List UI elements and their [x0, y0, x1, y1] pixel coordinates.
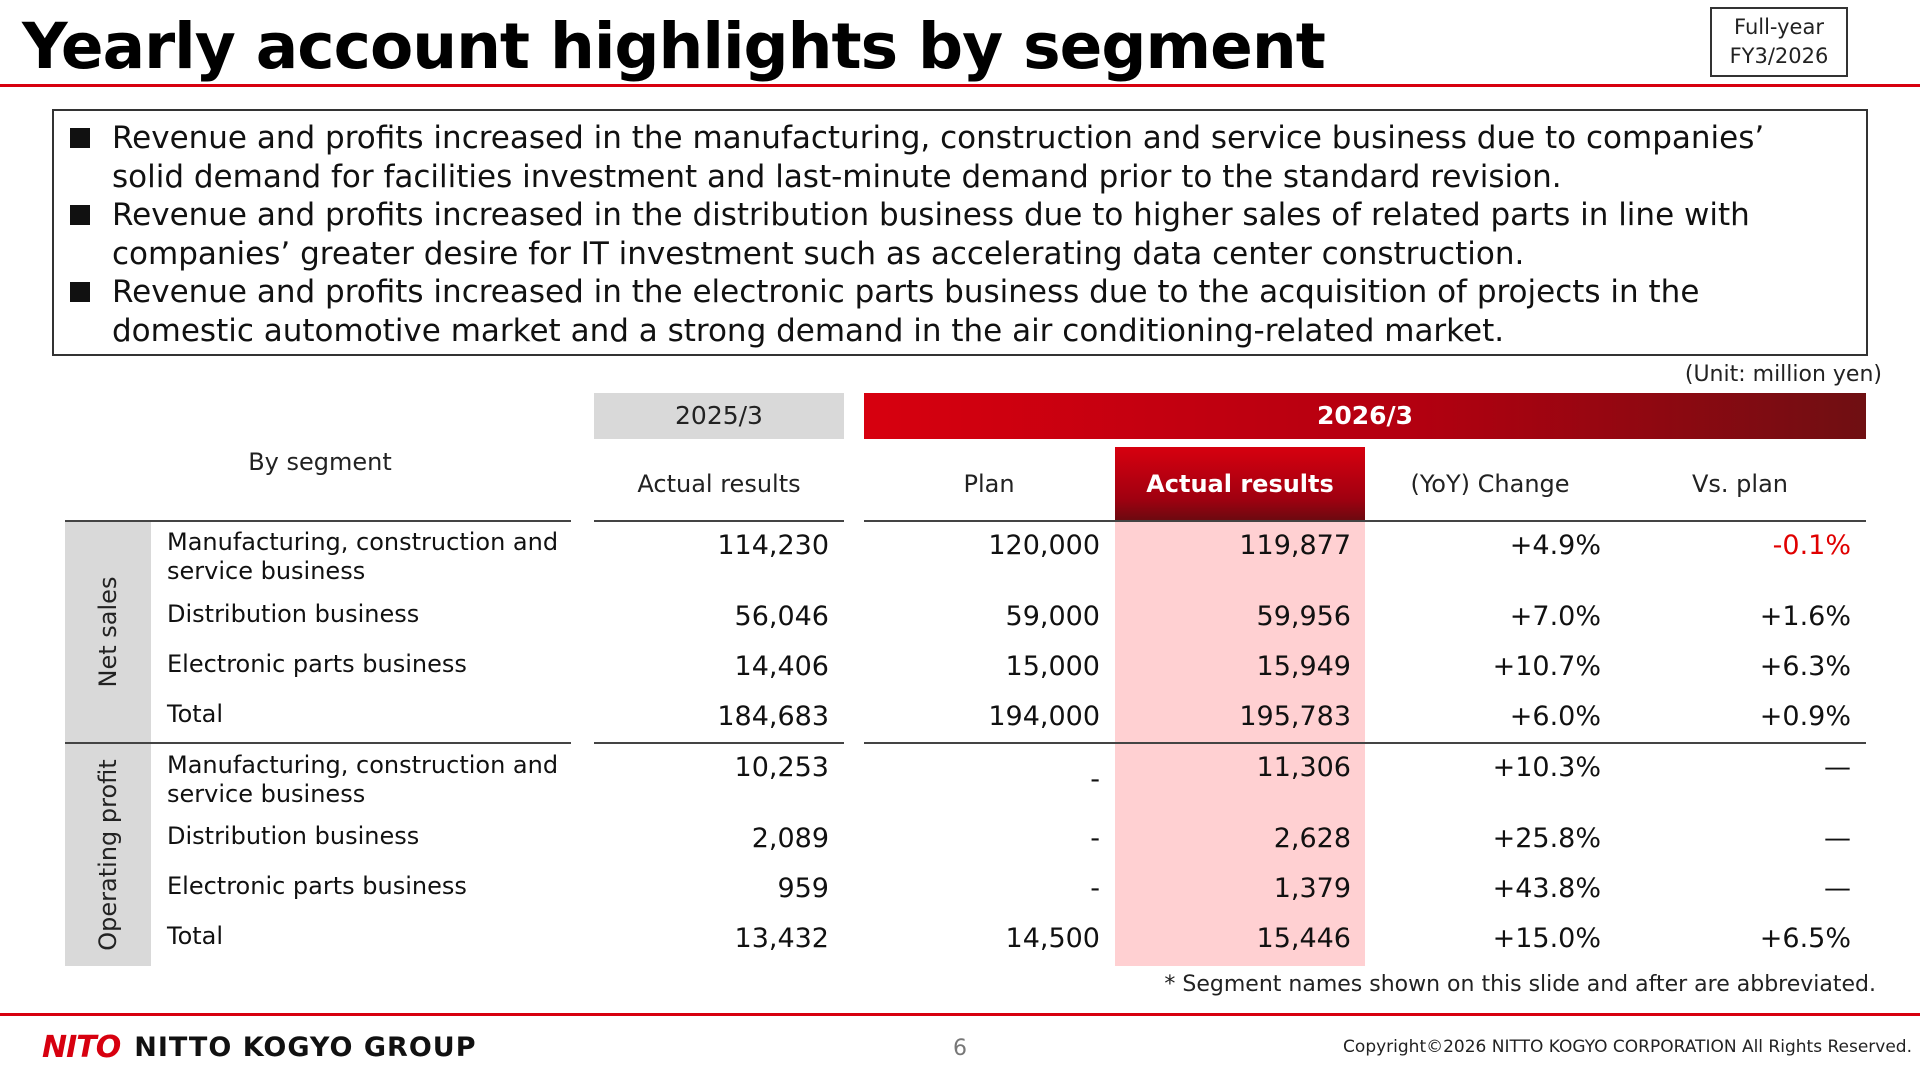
cell-prev-actual: 114,230 — [717, 530, 829, 561]
period-badge-line1: Full-year — [1734, 15, 1824, 39]
summary-bullet: Revenue and profits increased in the dis… — [70, 196, 1846, 273]
copyright: Copyright©2026 NITTO KOGYO CORPORATION A… — [1343, 1037, 1912, 1057]
cell-vs-plan: — — [1824, 873, 1851, 904]
logo-mark: NITO — [42, 1030, 121, 1065]
page-title: Yearly account highlights by segment — [22, 10, 1326, 83]
cell-vs-plan: — — [1824, 823, 1851, 854]
cell-plan: - — [1090, 823, 1100, 854]
year-header-curr: 2026/3 — [864, 393, 1866, 439]
cell-yoy: +25.8% — [1492, 823, 1601, 854]
table-divider — [65, 742, 571, 744]
cell-vs-plan: +6.3% — [1759, 651, 1851, 682]
col-header-prev-actual: Actual results — [637, 470, 801, 498]
cell-yoy: +6.0% — [1509, 701, 1601, 732]
col-header-yoy: (YoY) Change — [1410, 470, 1570, 498]
cell-yoy: +10.3% — [1492, 752, 1601, 783]
cell-prev-actual: 959 — [777, 873, 829, 904]
group-label-operating-profit: Operating profit — [65, 744, 151, 966]
unit-label: (Unit: million yen) — [1684, 362, 1882, 387]
summary-bullet: Revenue and profits increased in the man… — [70, 119, 1846, 196]
logo-text: NITTO KOGYO GROUP — [134, 1032, 477, 1063]
table-divider — [864, 742, 1866, 744]
row-label: Manufacturing, construction and service … — [167, 751, 559, 808]
cell-plan: 14,500 — [1005, 923, 1100, 954]
col-header-vs-plan: Vs. plan — [1692, 470, 1788, 498]
cell-prev-actual: 13,432 — [734, 923, 829, 954]
square-bullet-icon — [70, 205, 90, 225]
footer-divider — [0, 1013, 1920, 1016]
page-number: 6 — [953, 1036, 967, 1061]
table-divider — [65, 520, 571, 522]
cell-yoy: +43.8% — [1492, 873, 1601, 904]
summary-bullet: Revenue and profits increased in the ele… — [70, 273, 1846, 350]
cell-actual: 119,877 — [1239, 530, 1351, 561]
summary-bullet-text: Revenue and profits increased in the dis… — [112, 197, 1750, 272]
row-label: Manufacturing, construction and service … — [167, 528, 559, 585]
year-header-prev: 2025/3 — [594, 393, 844, 439]
cell-yoy: +15.0% — [1492, 923, 1601, 954]
cell-plan: 194,000 — [988, 701, 1100, 732]
row-label: Total — [167, 700, 224, 728]
table-divider — [864, 520, 1866, 522]
cell-plan: - — [1090, 764, 1100, 795]
row-label: Total — [167, 922, 224, 950]
cell-actual: 2,628 — [1273, 823, 1351, 854]
by-segment-header: By segment — [248, 448, 392, 476]
summary-bullet-text: Revenue and profits increased in the ele… — [112, 274, 1700, 349]
group-label-text: Net sales — [94, 576, 122, 688]
cell-yoy: +4.9% — [1509, 530, 1601, 561]
period-badge: Full-year FY3/2026 — [1710, 7, 1848, 77]
cell-yoy: +7.0% — [1509, 601, 1601, 632]
cell-actual: 195,783 — [1239, 701, 1351, 732]
summary-bullet-text: Revenue and profits increased in the man… — [112, 120, 1765, 195]
period-badge-line2: FY3/2026 — [1729, 44, 1829, 68]
title-divider — [0, 84, 1920, 87]
cell-vs-plan: +1.6% — [1759, 601, 1851, 632]
row-label: Electronic parts business — [167, 872, 467, 900]
cell-plan: 15,000 — [1005, 651, 1100, 682]
company-logo: NITO NITTO KOGYO GROUP — [42, 1030, 477, 1065]
cell-plan: 120,000 — [988, 530, 1100, 561]
cell-prev-actual: 10,253 — [734, 752, 829, 783]
cell-vs-plan: +0.9% — [1759, 701, 1851, 732]
cell-prev-actual: 184,683 — [717, 701, 829, 732]
square-bullet-icon — [70, 128, 90, 148]
table-divider — [594, 742, 844, 744]
col-header-plan: Plan — [963, 470, 1015, 498]
cell-actual: 1,379 — [1273, 873, 1351, 904]
col-header-actual: Actual results — [1115, 447, 1365, 521]
cell-prev-actual: 14,406 — [734, 651, 829, 682]
footnote: * Segment names shown on this slide and … — [1164, 972, 1876, 997]
cell-prev-actual: 2,089 — [751, 823, 829, 854]
row-label: Distribution business — [167, 822, 420, 850]
cell-prev-actual: 56,046 — [734, 601, 829, 632]
table-divider — [594, 520, 844, 522]
cell-plan: 59,000 — [1005, 601, 1100, 632]
cell-actual: 15,949 — [1256, 651, 1351, 682]
group-label-net-sales: Net sales — [65, 522, 151, 742]
cell-vs-plan: -0.1% — [1772, 530, 1851, 561]
cell-vs-plan: — — [1824, 752, 1851, 783]
cell-actual: 15,446 — [1256, 923, 1351, 954]
row-label: Distribution business — [167, 600, 420, 628]
cell-yoy: +10.7% — [1492, 651, 1601, 682]
summary-box: Revenue and profits increased in the man… — [52, 109, 1868, 356]
cell-actual: 11,306 — [1256, 752, 1351, 783]
cell-actual: 59,956 — [1256, 601, 1351, 632]
cell-vs-plan: +6.5% — [1759, 923, 1851, 954]
square-bullet-icon — [70, 282, 90, 302]
cell-plan: - — [1090, 873, 1100, 904]
row-label: Electronic parts business — [167, 650, 467, 678]
group-label-text: Operating profit — [94, 759, 122, 951]
